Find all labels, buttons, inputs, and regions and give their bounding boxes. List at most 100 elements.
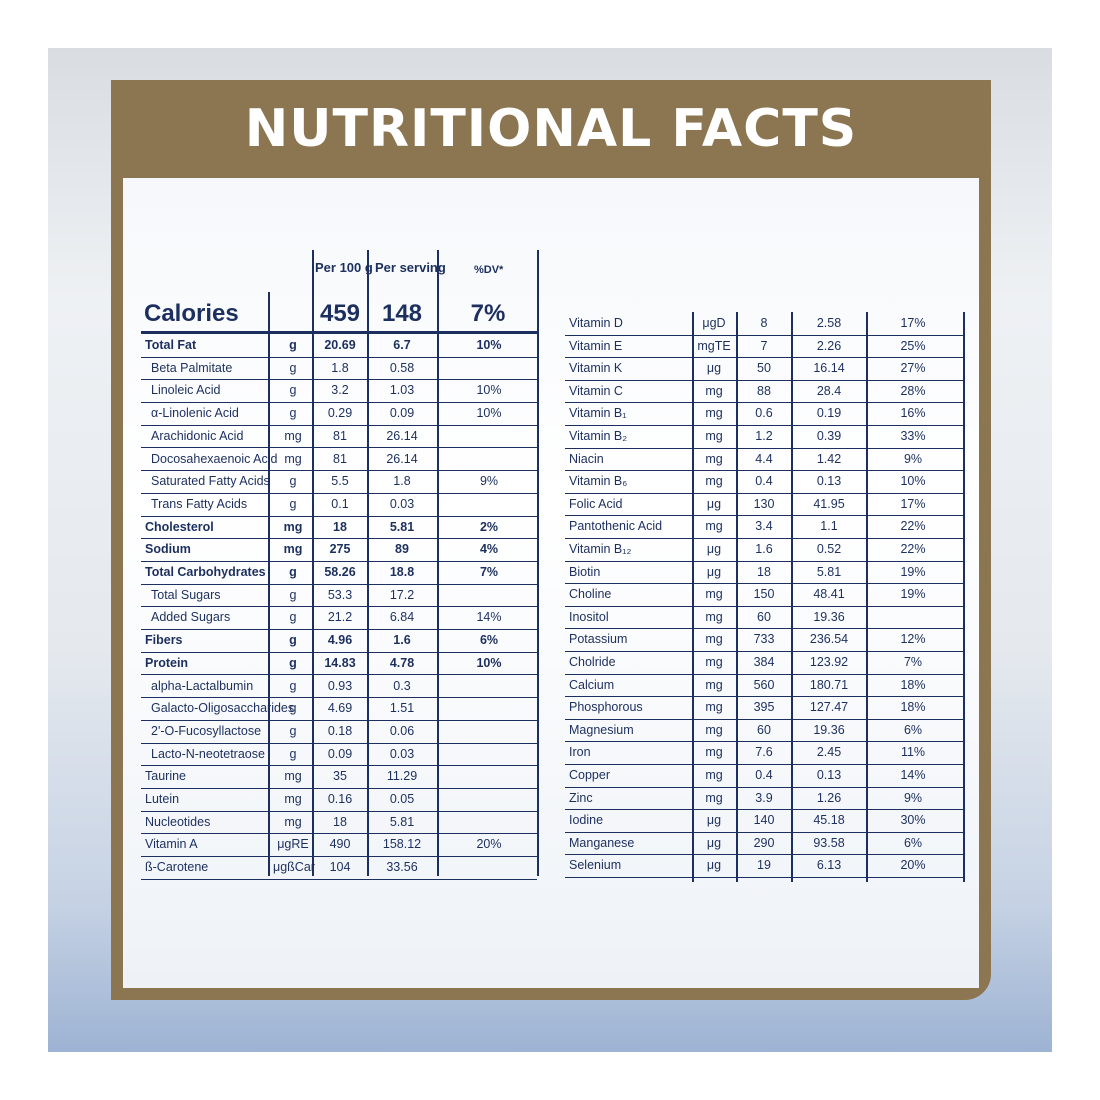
- nutrient-unit: mg: [705, 655, 723, 669]
- nutrient-name: Niacin: [569, 451, 604, 466]
- per-serving-value: 0.03: [389, 496, 415, 511]
- per-serving-value: 19.36: [813, 722, 845, 737]
- table-row: Cholesterol mg 18 5.81 2%: [141, 516, 537, 540]
- per-serving-value: 158.12: [382, 837, 422, 852]
- nutrient-unit: μgD: [702, 316, 726, 330]
- per-serving-value: 18.8: [389, 565, 415, 579]
- per-100g-value: 81: [333, 451, 347, 466]
- per-100g-value: 18: [333, 519, 347, 534]
- nutrient-name: Vitamin B₁₂: [569, 542, 632, 556]
- nutrient-unit: μg: [706, 858, 722, 873]
- table-row: Trans Fatty Acids g 0.1 0.03: [141, 493, 537, 517]
- daily-value: 22%: [900, 519, 926, 534]
- table-row: Biotin μg 18 5.81 19%: [565, 561, 963, 585]
- table-row: Choline mg 150 48.41 19%: [565, 583, 963, 607]
- nutrient-unit: g: [289, 701, 297, 716]
- per-100g-value: 733: [753, 632, 775, 647]
- per-serving-value: 16.14: [813, 361, 845, 376]
- per-100g-value: 4.69: [327, 701, 353, 716]
- daily-value: 17%: [900, 496, 926, 511]
- nutrient-unit: g: [289, 587, 297, 602]
- per-serving-value: 123.92: [809, 655, 849, 669]
- per-100g-value: 104: [329, 860, 351, 875]
- nutrient-name: Arachidonic Acid: [151, 428, 244, 443]
- per-100g-value: 0.29: [327, 406, 353, 421]
- table-row: Calcium mg 560 180.71 18%: [565, 674, 963, 698]
- nutrient-unit: g: [289, 565, 297, 579]
- per-serving-value: 19.36: [813, 609, 845, 624]
- per-100g-value: 3.9: [755, 790, 773, 805]
- per-100g-value: 4.4: [755, 451, 773, 466]
- table-row: Iodine μg 140 45.18 30%: [565, 809, 963, 833]
- table-row: Vitamin E mgTE 7 2.26 25%: [565, 335, 963, 359]
- nutrient-unit: g: [289, 338, 297, 352]
- table-row: Protein g 14.83 4.78 10%: [141, 652, 537, 676]
- daily-value: 20%: [476, 837, 502, 852]
- nutrient-unit: mg: [705, 677, 723, 692]
- nutrient-name: Calcium: [569, 677, 615, 692]
- nutrient-unit: mg: [705, 451, 723, 466]
- nutrient-name: Total Fat: [145, 338, 197, 352]
- nutrient-name: Potassium: [569, 632, 628, 647]
- per-100g-value: 5.5: [331, 474, 349, 489]
- nutrient-unit: mg: [705, 429, 723, 443]
- per-100g-value: 0.6: [755, 406, 773, 421]
- table-row: Nucleotides mg 18 5.81: [141, 811, 537, 835]
- table-row: Arachidonic Acid mg 81 26.14: [141, 425, 537, 449]
- nutrient-unit: μg: [706, 542, 722, 556]
- per-100g-value: 0.16: [327, 792, 353, 806]
- per-100g-value: 1.8: [331, 360, 349, 375]
- calories-rule: [141, 331, 537, 334]
- per-100g-value: 7.6: [755, 745, 773, 760]
- per-100g-value: 384: [753, 655, 775, 669]
- right-divider-per100: [736, 312, 738, 882]
- nutrient-unit: g: [289, 678, 297, 693]
- table-row: Fibers g 4.96 1.6 6%: [141, 629, 537, 653]
- per-serving-value: 0.13: [816, 768, 842, 782]
- daily-value: 11%: [900, 745, 926, 760]
- table-row: Iron mg 7.6 2.45 11%: [565, 741, 963, 765]
- daily-value: 12%: [900, 632, 926, 647]
- table-row: Potassium mg 733 236.54 12%: [565, 628, 963, 652]
- per-100g-value: 0.93: [327, 678, 353, 693]
- per-serving-value: 45.18: [813, 813, 845, 828]
- nutrient-unit: g: [289, 723, 297, 738]
- per-100g-value: 130: [753, 496, 775, 511]
- nutrient-name: Trans Fatty Acids: [151, 496, 248, 511]
- daily-value: 9%: [903, 790, 923, 805]
- nutrient-name: Pantothenic Acid: [569, 519, 663, 534]
- nutrient-name: Total Sugars: [151, 587, 221, 602]
- per-100g-value: 88: [757, 383, 771, 398]
- nutrient-unit: g: [289, 610, 297, 625]
- nutrient-unit: μg: [706, 564, 722, 579]
- per-100g-value: 20.69: [324, 338, 356, 352]
- table-row: Folic Acid μg 130 41.95 17%: [565, 493, 963, 517]
- nutrient-name: Sodium: [145, 542, 191, 557]
- per-serving-value: 1.26: [816, 790, 842, 805]
- calories-dv: 7%: [470, 300, 506, 327]
- per-100g-value: 0.4: [755, 768, 773, 782]
- nutrient-name: Choline: [569, 587, 612, 602]
- table-row: Phosphorous mg 395 127.47 18%: [565, 696, 963, 720]
- nutrient-unit: μg: [706, 813, 722, 828]
- table-row: Vitamin K μg 50 16.14 27%: [565, 357, 963, 381]
- table-row: alpha-Lactalbumin g 0.93 0.3: [141, 675, 537, 699]
- per-100g-value: 275: [329, 542, 351, 557]
- left-divider-end: [537, 250, 539, 876]
- per-serving-value: 0.52: [816, 542, 842, 556]
- nutrient-unit: mg: [705, 632, 723, 647]
- per-serving-value: 17.2: [389, 587, 415, 602]
- nutrient-unit: mg: [705, 609, 723, 624]
- daily-value: 18%: [900, 677, 926, 692]
- table-row: Zinc mg 3.9 1.26 9%: [565, 787, 963, 811]
- daily-value: 9%: [479, 474, 499, 489]
- nutrient-name: Folic Acid: [569, 496, 623, 511]
- per-serving-value: 1.8: [393, 474, 411, 489]
- per-100g-value: 7: [760, 338, 768, 353]
- calories-per100: 459: [319, 300, 361, 327]
- nutrient-name: Cholride: [569, 655, 616, 669]
- nutrient-name: Vitamin E: [569, 338, 623, 353]
- per-serving-value: 0.06: [389, 723, 415, 738]
- nutrient-name: Vitamin B₁: [569, 406, 627, 421]
- per-serving-value: 2.58: [816, 316, 842, 330]
